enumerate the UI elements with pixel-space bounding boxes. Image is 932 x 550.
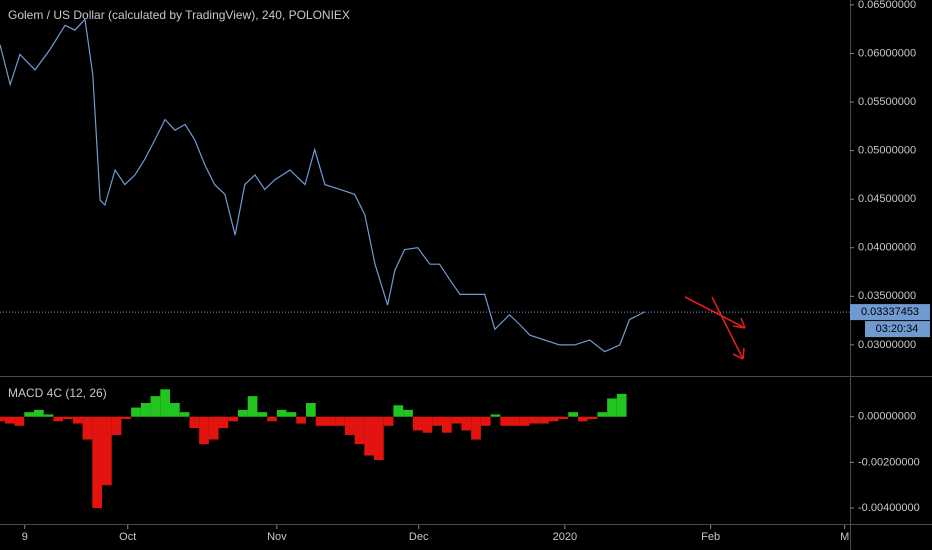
histogram-bar [490,414,501,417]
y-tick-label: 0.03500000 [858,290,916,302]
histogram-bar [607,398,617,417]
last-price-box [850,304,930,321]
histogram-bar [53,416,64,422]
arrow [684,296,746,329]
histogram-bar [422,416,433,433]
histogram-bar [306,403,316,417]
x-tick-label: Nov [267,531,287,543]
histogram-bar [315,416,326,426]
histogram-bar [432,416,442,426]
histogram-bar [442,416,452,433]
y-tick-label: 0.03000000 [858,339,916,351]
histogram-bar [199,416,209,445]
y-tick-label: -0.00200000 [858,456,920,468]
countdown-box [865,321,930,338]
histogram-bar [189,416,200,429]
histogram-bar [480,416,491,426]
histogram-bar [519,416,530,426]
x-tick-label: Oct [119,531,136,543]
histogram-bar [4,416,15,424]
histogram-bar [374,416,384,461]
histogram-bar [558,416,569,419]
indicator-title: MACD 4C (12, 26) [8,386,107,400]
histogram-bar [364,416,374,456]
y-tick-label: 0.06000000 [858,47,916,59]
histogram-bar [451,416,462,424]
histogram-bar [568,412,578,417]
histogram-bar [72,416,83,424]
x-tick-label: Feb [701,531,720,543]
arrows [684,296,746,360]
histogram-bar [160,389,170,417]
histogram-bar [471,416,481,440]
histogram-bar [529,416,540,424]
histogram-bar [325,416,336,426]
histogram-bar [412,416,423,431]
x-tick-label: 2020 [553,531,577,543]
histogram-bar [597,412,608,417]
y-tick-label: 0.04000000 [858,242,916,254]
y-tick-label: -0.00400000 [858,502,920,514]
histogram-bar [179,412,190,417]
histogram-bar [344,416,355,435]
histogram-bar [247,396,258,417]
y-tick-label: 0.06500000 [858,0,916,11]
histogram-bar [218,416,229,429]
histogram-bar [43,414,54,417]
histogram-bar [257,412,268,417]
histogram-bar [276,409,287,417]
histogram-bar [548,416,559,422]
histogram-bar [539,416,549,424]
histogram-bar [82,416,93,440]
histogram-bar [92,416,102,509]
histogram-bar [354,416,365,445]
histogram-bar [170,403,180,417]
y-tick-label: 0.05500000 [858,96,916,108]
histogram-bar [393,405,404,417]
last-price-label: 0.03337453 [861,306,919,318]
y-tick-label: 0.04500000 [858,193,916,205]
histogram-bar [150,396,161,417]
histogram-bar [578,416,588,422]
histogram-bar [102,416,112,486]
x-tick-label: 9 [22,531,28,543]
y-tick-label: 0.05000000 [858,144,916,156]
histogram-bar [0,416,5,422]
histogram-bar [140,403,151,417]
histogram-bar [24,412,34,417]
histogram-bar [63,416,73,419]
histogram-bar [131,407,141,417]
histogram-bar [286,412,297,417]
histogram-bar [587,416,598,419]
histogram-bar [500,416,510,426]
countdown-label: 03:20:34 [876,323,919,335]
histogram-bar [383,416,394,426]
histogram-bar [111,416,122,435]
histogram-bar [616,393,627,417]
histogram-bar [238,409,248,417]
histogram-bar [403,409,413,417]
arrow [711,296,745,360]
histogram-bar [461,416,472,431]
x-tick-label: M [840,531,849,543]
x-tick-label: Dec [409,531,429,543]
chart-title: Golem / US Dollar (calculated by Trading… [8,8,350,22]
histogram-bar [14,416,25,426]
histogram-bar [208,416,219,440]
histogram-bar [335,416,345,426]
histogram-bar [296,416,306,424]
histogram-bar [267,416,277,422]
histogram-bar [510,416,520,426]
histogram-bar [121,416,132,419]
histogram-bar [34,409,44,417]
y-tick-label: 0.00000000 [858,411,916,423]
price-line [0,18,645,353]
histogram-bar [228,416,238,422]
